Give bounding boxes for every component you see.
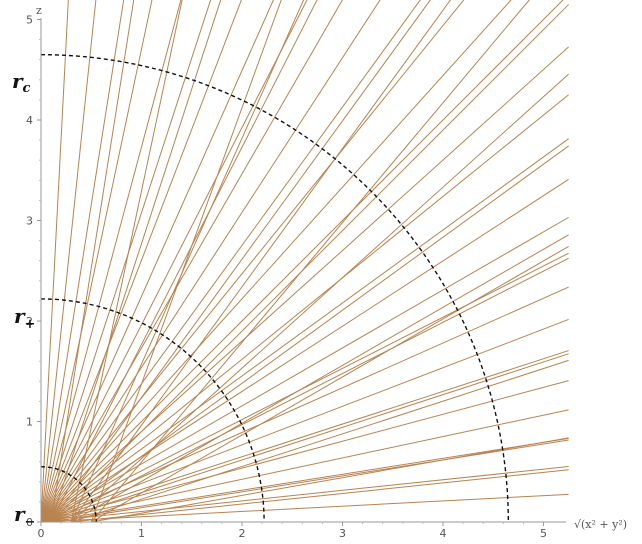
ray-1-6 [50,257,569,523]
ray-2-1 [70,0,305,523]
ray-1-2 [50,0,318,523]
ray-0-23 [40,350,569,523]
ray-3-2 [91,245,569,523]
ray-2-6 [71,469,569,523]
ray-0-7 [40,0,274,523]
x-tick-label-2: 2 [239,527,246,540]
ray-0-28 [40,493,569,523]
y-tick-label-2: 2 [26,315,33,328]
ray-0-6 [40,0,242,523]
ray-1-4 [50,4,569,523]
rc-label-main: r [12,69,24,93]
ray-0-8 [40,0,308,523]
ray-0-12 [40,0,465,523]
circle-r- [40,466,97,523]
ray-3-1 [90,0,530,523]
ray-2-0 [70,0,183,523]
ray-0-10 [40,0,381,523]
ray-0-16 [40,94,569,523]
rp-label-main: r [14,304,26,328]
rc-label-sub: c [23,81,31,96]
ray-0-17 [40,138,569,523]
ray-1-3 [50,0,431,523]
ray-0-9 [40,0,343,523]
ray-0-3 [40,0,153,523]
x-tick-label-1: 1 [138,527,145,540]
circle-r+ [40,298,265,523]
rm-label-main: r [14,502,26,526]
ray-2-5 [70,359,569,523]
x-tick-label-5: 5 [540,527,547,540]
y-tick-label-1: 1 [26,416,33,429]
ray-1-7 [50,353,569,523]
y-ticks: 0 1 2 3 4 5 [26,14,41,529]
y-tick-label-4: 4 [26,114,33,127]
rm-label-sub: − [25,515,36,530]
rm-label: r− [14,502,35,530]
x-tick-label-3: 3 [339,527,346,540]
y-tick-label-3: 3 [26,215,33,228]
y-tick-label-5: 5 [26,14,33,27]
ray-0-0 [40,0,69,523]
y-tick-label-0: 0 [26,516,33,529]
ray-2-2 [70,0,452,523]
rays-layer [40,0,569,523]
ray-1-5 [50,145,569,523]
ray-1-0 [50,0,135,523]
ray-0-18 [40,178,569,523]
ray-0-26 [40,437,569,523]
ray-0-2 [40,0,125,523]
ray-0-27 [40,466,569,523]
x-axis-label: √(x² + y²) [574,518,627,531]
ray-3-0 [90,0,282,523]
ray-0-14 [40,0,564,523]
circles-layer [40,53,510,523]
x-tick-label-0: 0 [38,527,45,540]
ray-0-11 [40,0,421,523]
ray-1-1 [50,0,222,523]
ray-0-1 [40,0,97,523]
ray-0-24 [40,380,569,523]
y-axis-label: z [36,4,42,17]
rp-label-sub: + [25,317,36,332]
x-ticks: 0 1 2 3 4 5 [38,522,547,540]
ray-3-3 [91,437,569,523]
rc-label: rc [12,69,31,96]
rp-label: r+ [14,304,35,332]
ray-0-13 [40,0,512,523]
x-tick-label-4: 4 [440,527,447,540]
ray-0-19 [40,216,569,523]
ray-1-8 [50,439,569,523]
ray-2-4 [70,234,569,523]
ray-2-3 [70,73,569,523]
circle-rc [40,53,510,523]
ray-0-22 [40,318,569,523]
